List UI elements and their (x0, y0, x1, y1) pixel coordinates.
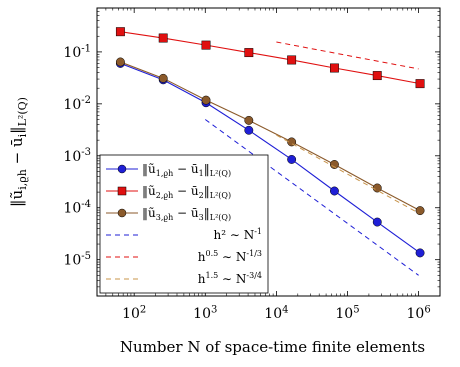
legend-swatch-marker (117, 208, 127, 218)
x-tick-label: 104 (264, 304, 288, 322)
legend-entry-label: ‖ũ1,ϱh − ū1‖L²(Q) (142, 162, 231, 178)
data-point-series-3 (372, 183, 382, 193)
legend-entry-label: ‖ũ3,ϱh − ū3‖L²(Q) (142, 206, 231, 222)
legend-swatch-marker (117, 164, 127, 174)
data-point-series-1 (244, 125, 254, 135)
data-point-series-1 (329, 186, 339, 196)
data-point-series-1 (287, 155, 297, 164)
axes: 102 103 104 105 106 10-5 10-4 10-3 10-2 10-1 (63, 7, 441, 322)
data-point-series-2 (158, 33, 168, 43)
series-line-3 (120, 61, 421, 212)
y-tick-label: 10-5 (63, 251, 91, 269)
data-point-series-2 (201, 40, 211, 50)
data-point-series-2 (415, 79, 425, 89)
plot-frame (96, 7, 441, 297)
data-point-series-3 (287, 137, 297, 147)
series-line-5 (276, 41, 419, 70)
data-point-series-2 (244, 48, 254, 58)
data-point-series-2 (287, 55, 297, 65)
data-point-series-3 (158, 73, 168, 83)
data-point-series-2 (372, 71, 382, 81)
x-tick-label: 106 (406, 304, 430, 322)
data-point-series-1 (415, 248, 425, 258)
x-axis-label: Number N of space-time finite elements (120, 338, 425, 356)
data-point-series-3 (115, 57, 125, 67)
x-tick-label: 103 (193, 304, 217, 322)
data-point-series-3 (201, 95, 211, 105)
data-point-series-2 (329, 63, 339, 73)
series-line-1 (120, 62, 421, 254)
axis-labels: Number N of space-time finite elements ‖ũ… (8, 97, 425, 356)
x-tick-label: 105 (335, 304, 359, 322)
data-point-series-3 (415, 206, 425, 216)
legend-swatch-marker (117, 186, 127, 196)
legend-box (99, 154, 269, 294)
legend-entry-label: ‖ũ2,ϱh − ū2‖L²(Q) (142, 184, 231, 200)
series-line-2 (120, 31, 421, 85)
data-point-series-2 (115, 27, 125, 37)
y-axis-label: ‖ũi,ϱh − ūi‖L²(Q) (8, 97, 29, 207)
plot-area (115, 27, 425, 276)
y-tick-label: 10-4 (63, 199, 91, 217)
legend-entry-label: h0.5 ∼ N-1/3 (198, 249, 262, 264)
y-tick-label: 10-1 (63, 43, 91, 61)
data-point-series-3 (244, 115, 254, 125)
data-point-series-3 (329, 160, 339, 169)
series-line-4 (204, 119, 419, 276)
y-tick-label: 10-2 (63, 95, 91, 113)
series-line-6 (276, 134, 419, 214)
legend-entry-label: h² ∼ N-1 (213, 227, 262, 242)
y-tick-label: 10-3 (63, 147, 91, 165)
legend-entry-label: h1.5 ∼ N-3/4 (198, 271, 262, 286)
legend: ‖ũ1,ϱh − ū1‖L²(Q) ‖ũ2,ϱh − ū2‖L²(Q) ‖ũ3,ϱh… (99, 154, 269, 294)
data-point-series-1 (372, 217, 382, 227)
x-tick-label: 102 (122, 304, 146, 322)
